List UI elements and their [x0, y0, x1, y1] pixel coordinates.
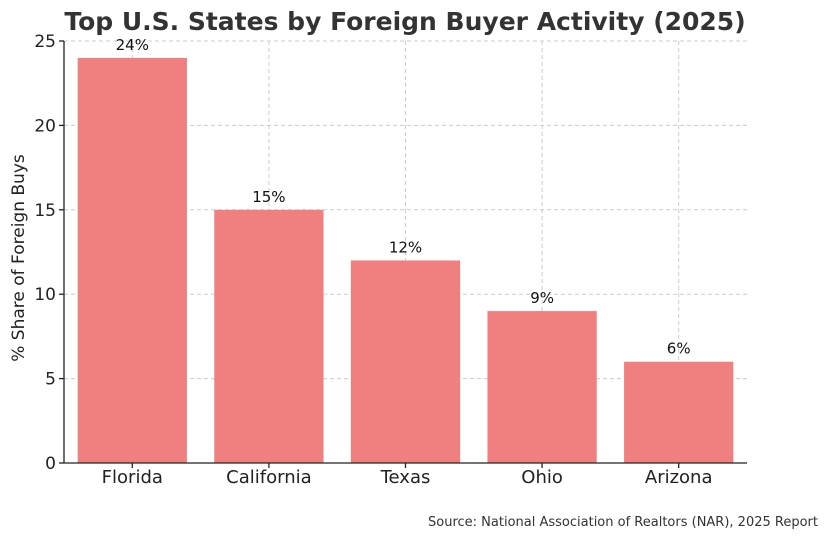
y-axis-label: % Share of Foreign Buys	[9, 154, 29, 362]
chart-title: Top U.S. States by Foreign Buyer Activit…	[64, 7, 745, 36]
x-tick-label: Ohio	[521, 467, 563, 488]
x-tick-label: Texas	[380, 467, 431, 488]
x-tick-label: Arizona	[645, 467, 713, 488]
bar-california	[214, 209, 324, 463]
x-axis-ticks: Florida California Texas Ohio Arizona	[102, 463, 713, 488]
data-label-ohio: 9%	[530, 289, 554, 307]
data-labels: 24% 15% 12% 9% 6%	[116, 36, 691, 358]
bar-florida	[77, 57, 187, 463]
y-tick-label: 15	[34, 201, 56, 221]
y-tick-label: 10	[34, 285, 56, 305]
x-tick-label: California	[226, 467, 311, 488]
data-label-california: 15%	[252, 188, 285, 206]
y-tick-label: 0	[45, 454, 56, 474]
source-note: Source: National Association of Realtors…	[428, 515, 818, 530]
bars	[77, 57, 734, 463]
x-tick-label: Florida	[102, 467, 163, 488]
data-label-texas: 12%	[389, 238, 422, 256]
y-tick-label: 20	[34, 116, 56, 136]
y-tick-label: 5	[45, 370, 56, 390]
bar-arizona	[624, 361, 734, 463]
data-label-arizona: 6%	[667, 340, 691, 358]
bar-texas	[350, 260, 461, 463]
y-tick-label: 25	[34, 32, 56, 52]
data-label-florida: 24%	[116, 36, 149, 54]
y-axis-ticks: 0 5 10 15 20 25	[34, 32, 64, 474]
bar-ohio	[487, 311, 597, 463]
